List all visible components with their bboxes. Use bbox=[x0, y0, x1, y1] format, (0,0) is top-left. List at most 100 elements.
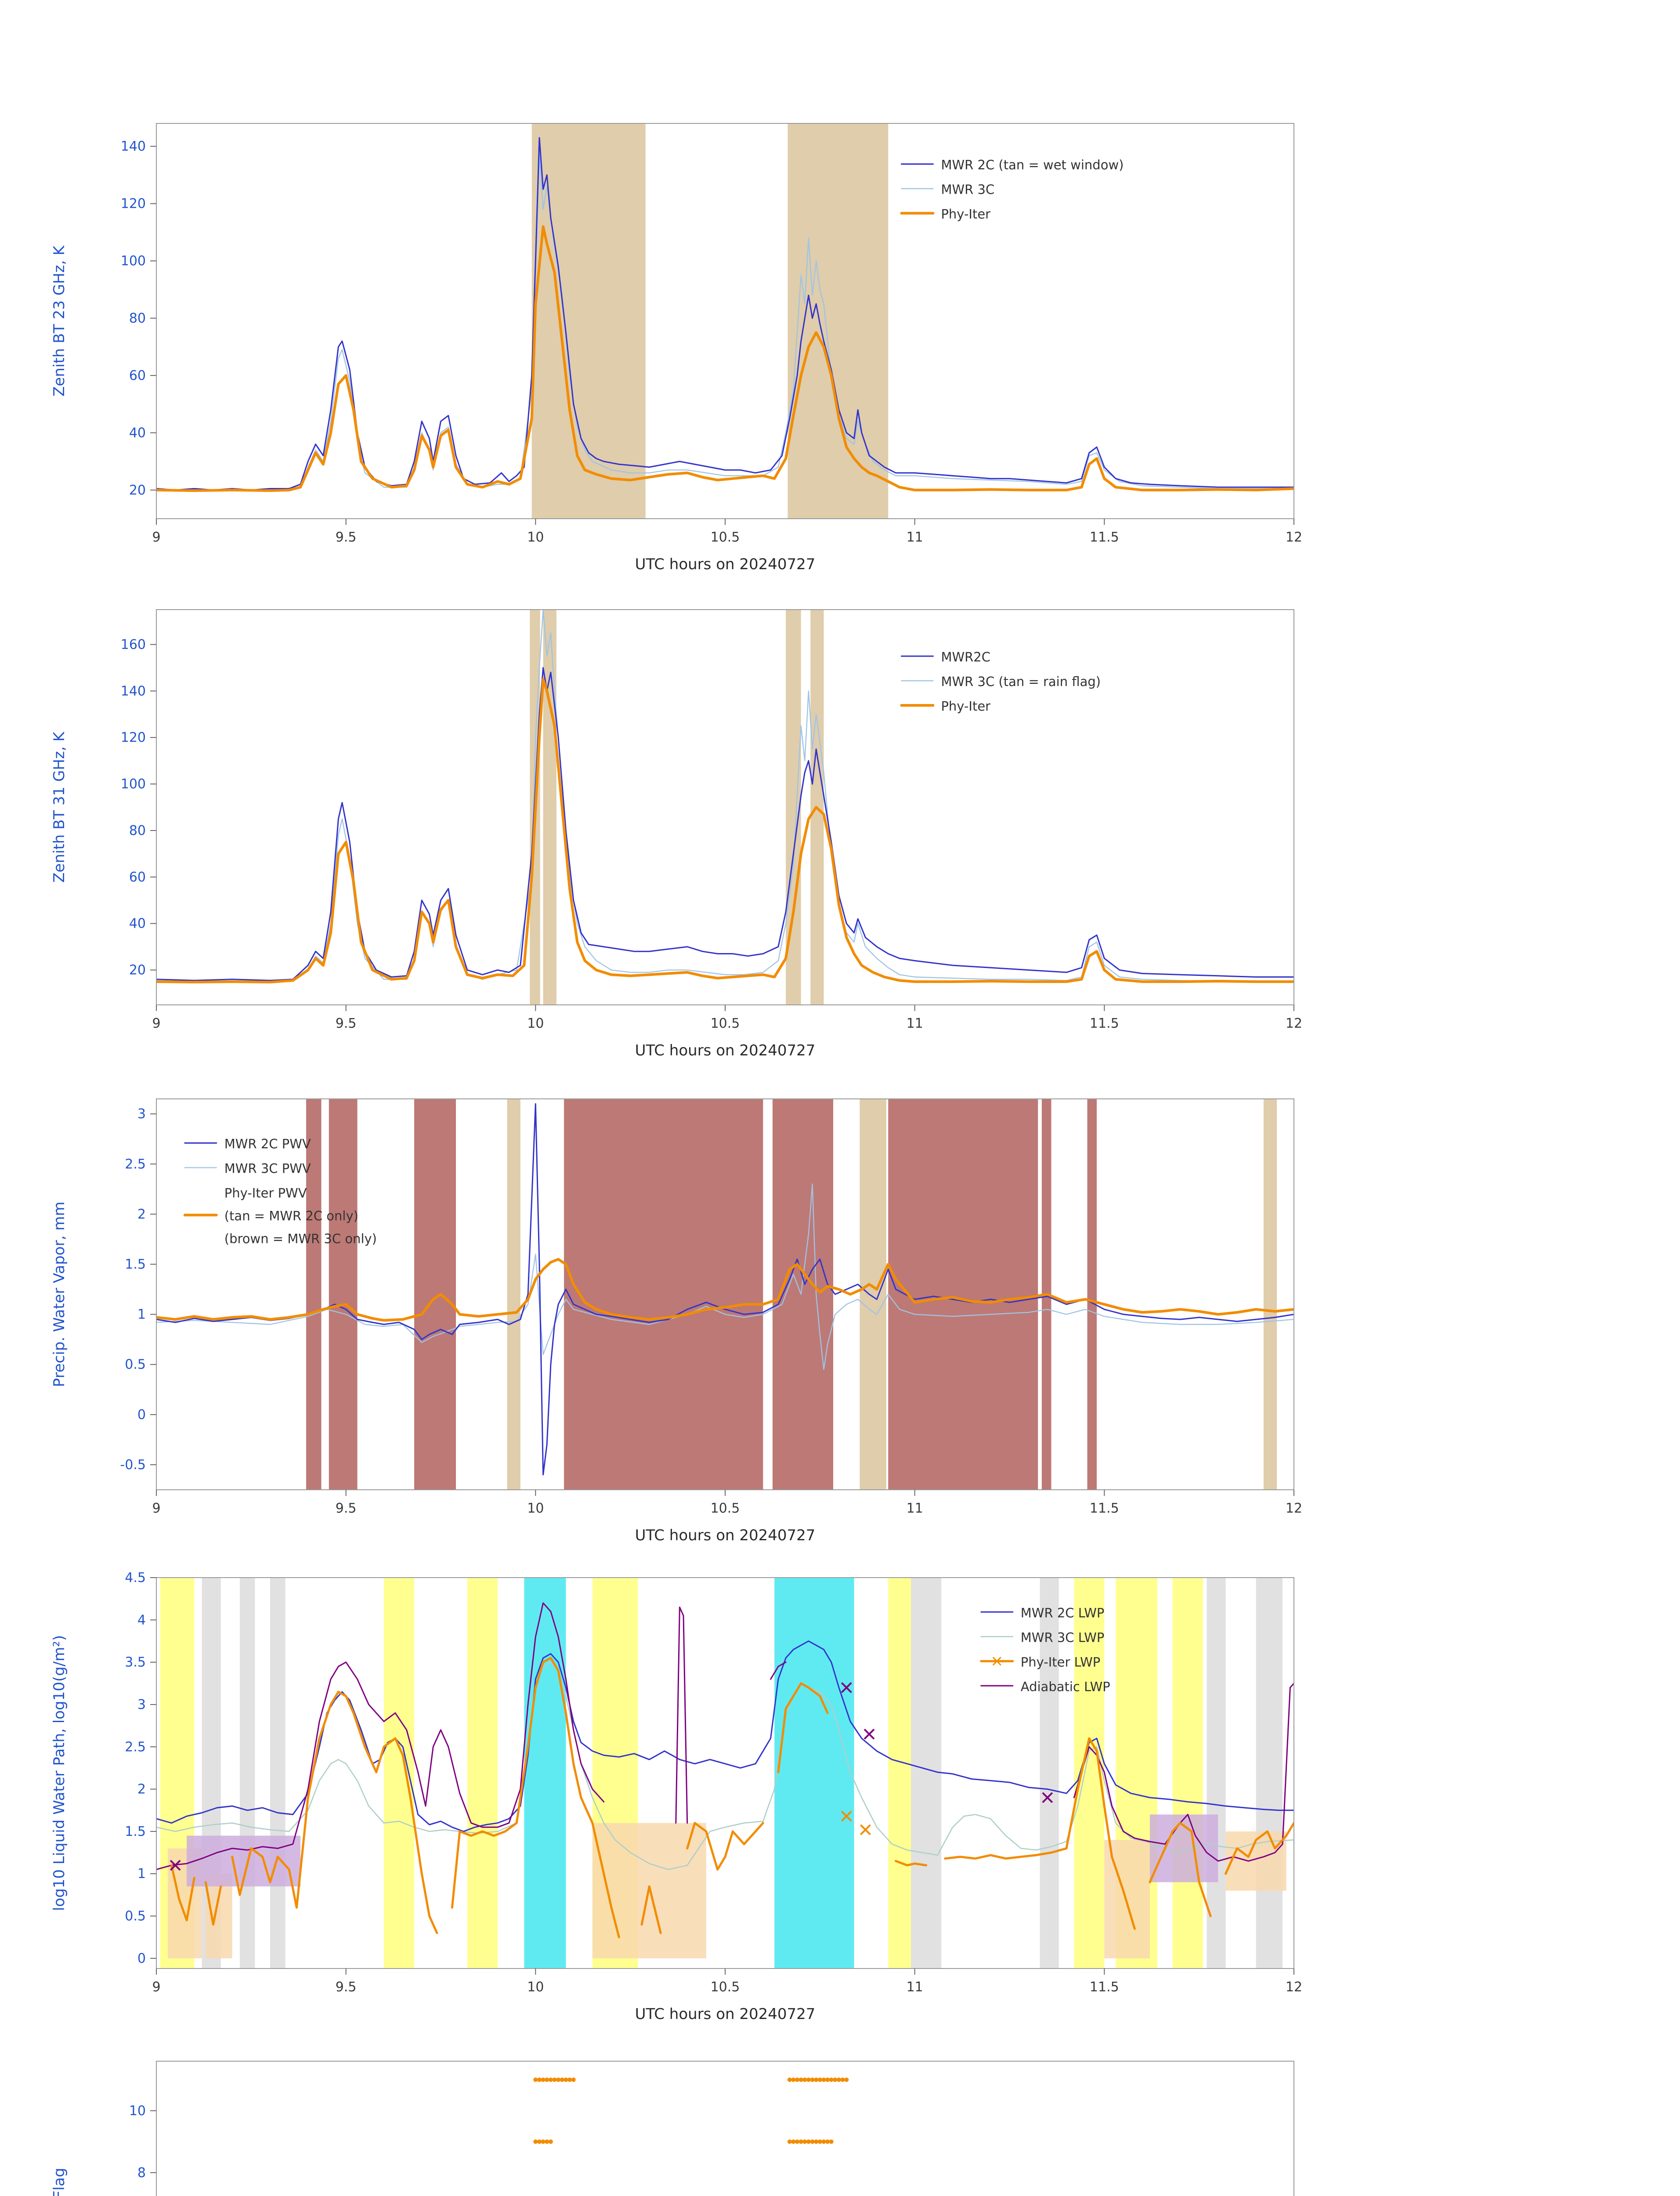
shaded-band-gray bbox=[270, 1578, 285, 1968]
x-tick-label: 11.5 bbox=[1090, 1501, 1119, 1516]
x-marker bbox=[860, 1824, 871, 1835]
shaded-band-gray bbox=[1040, 1578, 1059, 1968]
dq-flag-dot bbox=[552, 2077, 557, 2082]
shaded-band-brown bbox=[329, 1099, 358, 1490]
dq-flag-dot bbox=[814, 2139, 819, 2144]
y-tick-label: 2.5 bbox=[125, 1739, 146, 1755]
x-tick-label: 11.5 bbox=[1090, 530, 1119, 545]
legend-label: Adiabatic LWP bbox=[1021, 1679, 1110, 1694]
dq-flag-dot bbox=[802, 2139, 807, 2144]
x-tick-label: 10 bbox=[527, 1979, 544, 1995]
legend-label: MWR2C bbox=[941, 650, 990, 665]
dq-flag-dot bbox=[795, 2077, 799, 2082]
legend-label: MWR 2C LWP bbox=[1021, 1605, 1105, 1620]
series-mwr-2c-lwp bbox=[156, 1640, 1294, 1832]
y-tick-label: -0.5 bbox=[120, 1457, 146, 1473]
axes-frame bbox=[156, 123, 1294, 519]
x-tick-label: 9.5 bbox=[336, 1501, 357, 1516]
y-tick-label: 100 bbox=[121, 253, 146, 269]
y-tick-label: 40 bbox=[129, 916, 146, 932]
legend: MWR2C MWR 3C (tan = rain flag) Phy-Iter bbox=[900, 650, 1101, 714]
y-tick-label: 60 bbox=[129, 870, 146, 885]
y-axis-label: Precip. Water Vapor, mm bbox=[51, 1202, 68, 1387]
scatter-points bbox=[533, 2077, 849, 2144]
legend-label: MWR 2C PWV bbox=[224, 1137, 311, 1152]
dq-flag-dot bbox=[829, 2077, 834, 2082]
dq-flag-dot bbox=[787, 2139, 792, 2144]
y-axis-label: Zenith BT 31 GHz, K bbox=[51, 731, 68, 883]
shaded-band-gray bbox=[911, 1578, 942, 1968]
y-tick-label: 0 bbox=[137, 1951, 146, 1966]
dq-flag-dot bbox=[821, 2139, 826, 2144]
x-tick-label: 10.5 bbox=[711, 1501, 740, 1516]
y-tick-label: 80 bbox=[129, 311, 146, 326]
y-tick-label: 140 bbox=[121, 139, 146, 154]
shaded-band-tan bbox=[543, 610, 556, 1005]
dq-flag-dot bbox=[802, 2077, 807, 2082]
x-tick-label: 12 bbox=[1286, 1979, 1302, 1995]
shaded-band-brown bbox=[414, 1099, 456, 1490]
dq-flag-dot bbox=[556, 2077, 561, 2082]
shaded-band-tan bbox=[860, 1099, 886, 1490]
x-tick-label: 10 bbox=[527, 1016, 544, 1031]
x-axis-label: UTC hours on 20240727 bbox=[635, 1042, 816, 1059]
legend-label: (tan = MWR 2C only) bbox=[224, 1209, 358, 1224]
legend: MWR 2C PWV MWR 3C PWV Phy-Iter PWV (tan = M… bbox=[183, 1137, 377, 1246]
dq-flag-dot bbox=[810, 2077, 815, 2082]
x-tick-label: 10.5 bbox=[711, 530, 740, 545]
shaded-band-brown bbox=[888, 1099, 1038, 1490]
y-tick-label: 10 bbox=[129, 2103, 146, 2119]
x-marker bbox=[863, 1728, 875, 1740]
y-axis-label: MWR Phy Iter DQ Flag bbox=[51, 2168, 68, 2196]
x-tick-label: 11.5 bbox=[1090, 1016, 1119, 1031]
series-phy-iter-lwp bbox=[170, 1657, 1294, 1939]
legend-label: Phy-Iter PWV bbox=[224, 1186, 307, 1201]
dq-flag-dot bbox=[791, 2139, 796, 2144]
legend-label: MWR 3C (tan = rain flag) bbox=[941, 674, 1101, 689]
dq-flag-dot bbox=[567, 2077, 572, 2082]
dq-flag-dot bbox=[533, 2139, 538, 2144]
series-mwr-2c-pwv bbox=[156, 1103, 1294, 1476]
dq-flag-dot bbox=[537, 2077, 542, 2082]
y-tick-label: 2.5 bbox=[125, 1156, 146, 1172]
x-axis-label: UTC hours on 20240727 bbox=[635, 1527, 816, 1544]
legend: MWR 2C (tan = wet window) MWR 3C Phy-Iter bbox=[900, 158, 1124, 222]
dq-flag-dot bbox=[806, 2077, 811, 2082]
shaded-band-yellow bbox=[467, 1578, 498, 1968]
series-mwr-3c bbox=[156, 154, 1294, 491]
y-tick-label: 40 bbox=[129, 425, 146, 441]
legend-label: MWR 3C bbox=[941, 182, 994, 197]
x-tick-label: 11 bbox=[907, 530, 923, 545]
dq-flag-dot bbox=[541, 2077, 546, 2082]
shaded-band-yellow bbox=[888, 1578, 911, 1968]
y-tick-label: 1 bbox=[137, 1307, 146, 1322]
y-tick-label: 3 bbox=[137, 1106, 146, 1122]
dq-flag-dot bbox=[825, 2139, 830, 2144]
legend: MWR 2C LWP MWR 3C LWP Phy-Iter LWP Adiabati… bbox=[980, 1605, 1110, 1694]
x-marker bbox=[841, 1682, 852, 1693]
panel-4: 9 9.5 10 10.5 11 11.5 1200.511.522.533.544.5UT… bbox=[51, 1570, 1302, 2023]
legend-label: (brown = MWR 3C only) bbox=[224, 1232, 377, 1246]
dq-flag-dot bbox=[541, 2139, 546, 2144]
x-tick-label: 9 bbox=[152, 1979, 160, 1995]
shaded-band-brown bbox=[772, 1099, 834, 1490]
dq-flag-dot bbox=[791, 2077, 796, 2082]
shaded-band-gray bbox=[1256, 1578, 1283, 1968]
dq-flag-dot bbox=[821, 2077, 826, 2082]
y-tick-label: 120 bbox=[121, 196, 146, 212]
series-mwr-3c-tan-rain-flag bbox=[156, 610, 1294, 982]
shaded-band-brown bbox=[306, 1099, 322, 1490]
y-tick-label: 0.5 bbox=[125, 1909, 146, 1924]
plot-area bbox=[533, 2077, 849, 2144]
y-tick-label: 1.5 bbox=[125, 1824, 146, 1839]
x-tick-label: 9 bbox=[152, 530, 160, 545]
y-tick-label: 3.5 bbox=[125, 1655, 146, 1670]
dq-flag-dot bbox=[817, 2077, 822, 2082]
dq-flag-dot bbox=[810, 2139, 815, 2144]
axes-frame bbox=[156, 2061, 1294, 2196]
x-tick-label: 9.5 bbox=[336, 1016, 357, 1031]
y-tick-label: 80 bbox=[129, 823, 146, 838]
x-tick-label: 9.5 bbox=[336, 1979, 357, 1995]
series-phy-iter-pwv bbox=[156, 1258, 1294, 1322]
